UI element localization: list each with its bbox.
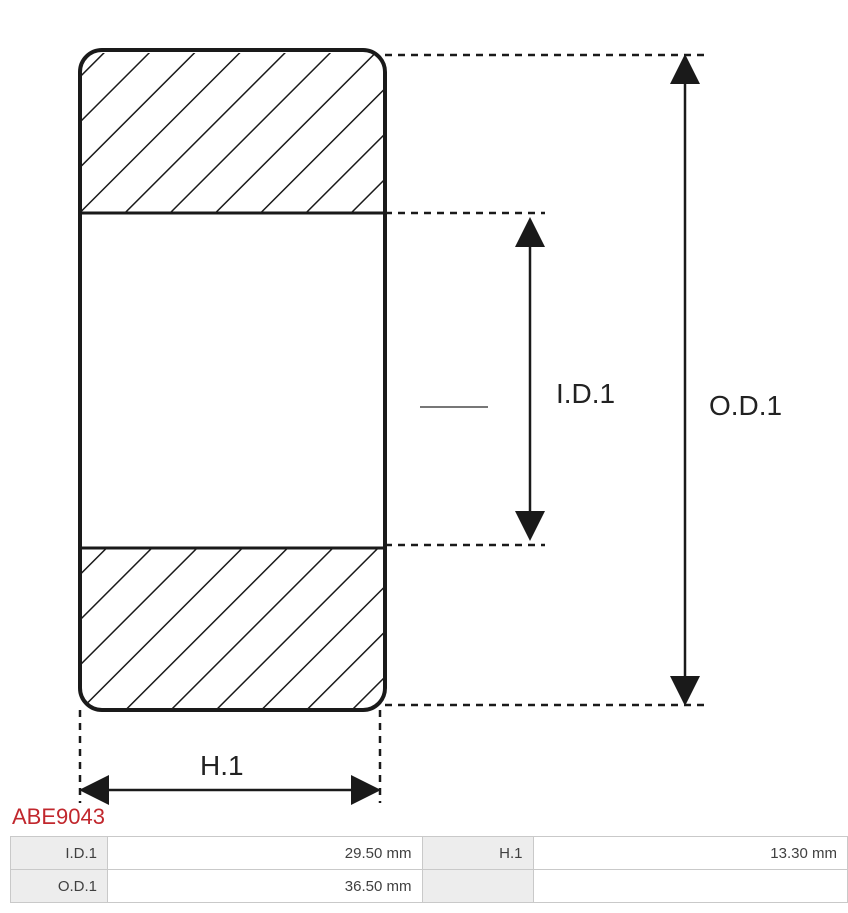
spec-label: O.D.1 xyxy=(11,870,108,903)
table-row: O.D.136.50 mm xyxy=(11,870,848,903)
spec-value: 13.30 mm xyxy=(533,837,848,870)
spec-label: H.1 xyxy=(422,837,533,870)
spec-value: 36.50 mm xyxy=(108,870,423,903)
diagram-svg xyxy=(10,10,810,805)
spec-value: 29.50 mm xyxy=(108,837,423,870)
spec-label xyxy=(422,870,533,903)
part-code: ABE9043 xyxy=(12,804,838,830)
id1-label: I.D.1 xyxy=(556,378,615,410)
spec-value xyxy=(533,870,848,903)
od1-label: O.D.1 xyxy=(709,390,782,422)
table-row: I.D.129.50 mmH.113.30 mm xyxy=(11,837,848,870)
spec-table: I.D.129.50 mmH.113.30 mmO.D.136.50 mm xyxy=(10,836,848,903)
h1-label: H.1 xyxy=(200,750,244,782)
spec-label: I.D.1 xyxy=(11,837,108,870)
cross-section-diagram: I.D.1 O.D.1 H.1 xyxy=(10,10,810,800)
